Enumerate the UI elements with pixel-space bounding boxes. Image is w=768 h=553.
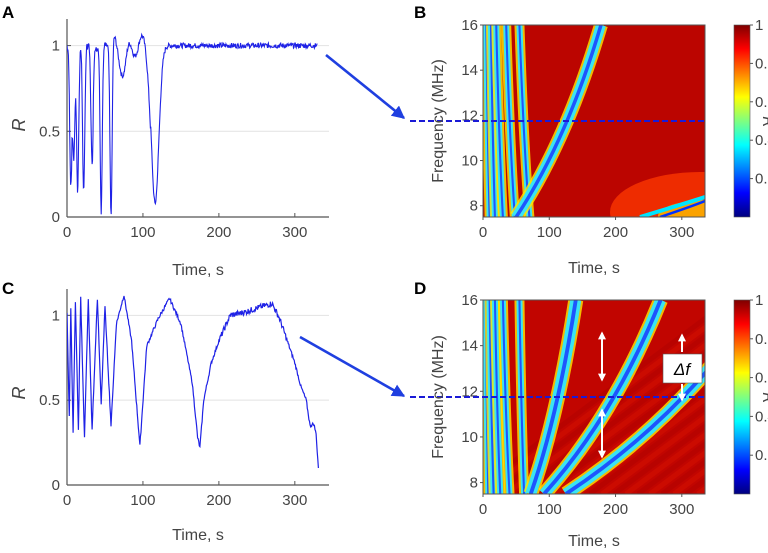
panel-b-track-core-5	[514, 25, 603, 217]
panel-d-fringe-19	[696, 485, 705, 494]
panel-d-fringe-14	[636, 440, 705, 494]
panel-c-grid	[67, 314, 329, 401]
panel-c-y-axis-label: R	[9, 387, 29, 400]
connector-arrow-c-to-d	[299, 335, 406, 398]
panel-a-ytick-1: 0.5	[39, 123, 60, 140]
panel-d-xtick-0: 0	[479, 501, 487, 518]
connector-arrow-a-to-b	[325, 53, 406, 120]
panel-d-track-core-3	[501, 300, 511, 494]
panel-d-xtick-1: 100	[537, 501, 562, 518]
panel-d-delta-f-label: Δf	[673, 360, 692, 379]
panel-a-axes	[66, 19, 329, 218]
panel-d-fringe-12	[612, 422, 705, 494]
panel-c-xtick-3: 300	[282, 492, 307, 509]
panel-c-xtick-1: 100	[130, 492, 155, 509]
panel-d-colorbar-tick-2: 0.6	[755, 370, 768, 387]
panel-d-colorbar-ticks: 0.2 0.4 0.6 0.8 1	[750, 292, 768, 464]
panel-b-colorbar-tick-1: 0.4	[755, 132, 768, 149]
panel-d-fringe-10	[588, 405, 705, 494]
panel-d-xtick-3: 300	[669, 501, 694, 518]
panel-b-track-core-2	[495, 25, 504, 217]
panel-d-track-core-4	[518, 300, 526, 494]
panel-b-xtick-0: 0	[479, 224, 487, 241]
panel-d-fringe-11	[600, 414, 705, 494]
panel-d-resonance-tracks	[483, 300, 705, 494]
panel-b-colorbar-tick-0: 0.2	[755, 171, 768, 188]
panel-b-colorbar-ticks: 0.2 0.4 0.6 0.8 1	[750, 17, 768, 188]
panel-b-colorbar-label: R	[759, 116, 768, 128]
panel-d-ytick-1: 10	[461, 429, 478, 446]
panel-d-ytick-3: 14	[461, 338, 478, 355]
panel-d-colorbar-tick-1: 0.4	[755, 408, 768, 425]
panel-a-ytick-0: 0	[52, 209, 60, 226]
panel-d-ytick-4: 16	[461, 292, 478, 309]
panel-a-ytick-2: 1	[52, 38, 60, 55]
panel-b-xtick-2: 200	[603, 224, 628, 241]
panel-b-xtick-1: 100	[537, 224, 562, 241]
panel-c-axes	[66, 289, 329, 486]
panel-b-track-core-3	[505, 25, 516, 217]
panel-d-delta-f-box	[662, 353, 703, 384]
panel-b-lower-right-band	[639, 195, 705, 217]
panel-a-series-line	[67, 32, 318, 215]
panel-d-colorbar-tick-3: 0.8	[755, 331, 768, 348]
panel-b-colorbar	[733, 24, 751, 218]
panel-d-colorbar	[733, 299, 751, 495]
panel-d-track-core-2	[493, 300, 502, 494]
panel-b-lower-right-band-core	[659, 199, 705, 217]
panel-a-x-axis-label: Time, s	[172, 262, 224, 279]
panel-a-line-chart: 0 0.5 1 0 100 200 300 Time, s R	[9, 19, 329, 279]
panel-a-y-axis-label: R	[9, 119, 29, 132]
panel-b-colorbar-tick-4: 1	[755, 17, 763, 34]
panel-label-b: B	[414, 3, 426, 22]
panel-d-colorbar-label: R	[759, 392, 768, 404]
panel-c-xtick-2: 200	[206, 492, 231, 509]
panel-c-ytick-2: 1	[52, 307, 60, 324]
panel-c-tick-labels: 0 0.5 1 0 100 200 300	[39, 307, 307, 509]
panel-b-ytick-0: 8	[470, 198, 478, 215]
panel-c-xtick-0: 0	[63, 492, 71, 509]
panel-d-y-axis-label: Frequency (MHz)	[430, 335, 447, 459]
panel-label-d: D	[414, 279, 426, 298]
panel-a-xtick-1: 100	[130, 224, 155, 241]
panel-d-colorbar-tick-4: 1	[755, 292, 763, 309]
panel-d-ytick-0: 8	[470, 475, 478, 492]
panel-d-fringe-15	[648, 449, 705, 494]
panel-d-track-core-6	[542, 300, 663, 494]
panel-b-y-axis-label: Frequency (MHz)	[430, 59, 447, 183]
panel-label-c: C	[2, 279, 14, 298]
panel-d-track-core-7	[564, 370, 705, 494]
panel-d-track-core-5	[528, 300, 578, 494]
panel-b-ytick-1: 10	[461, 153, 478, 170]
panel-label-a: A	[2, 3, 14, 22]
panel-c-series-line	[67, 295, 319, 469]
panel-a-tick-labels: 0 0.5 1 0 100 200 300	[39, 38, 307, 241]
panel-d-colorbar-tick-0: 0.2	[755, 447, 768, 464]
panel-b-track-core-1	[489, 25, 496, 217]
panel-b-colorbar-tick-2: 0.6	[755, 94, 768, 111]
panel-c-x-axis-label: Time, s	[172, 527, 224, 544]
panel-d-x-axis-label: Time, s	[568, 533, 620, 550]
panel-b-resonance-tracks	[483, 25, 608, 217]
panel-c-ytick-1: 0.5	[39, 392, 60, 409]
panel-b-colorbar-tick-3: 0.8	[755, 55, 768, 72]
panel-b-ytick-4: 16	[461, 17, 478, 34]
panel-a-xtick-0: 0	[63, 224, 71, 241]
panel-c-line-chart: 0 0.5 1 0 100 200 300 Time, s R	[9, 289, 329, 544]
panel-d-xtick-2: 200	[603, 501, 628, 518]
panel-c-ytick-0: 0	[52, 477, 60, 494]
panel-a-xtick-3: 300	[282, 224, 307, 241]
panel-a-grid	[67, 45, 329, 132]
panel-b-ytick-3: 14	[461, 62, 478, 79]
panel-d-fringe-13	[624, 431, 705, 494]
panel-b-xtick-3: 300	[669, 224, 694, 241]
panel-b-x-axis-label: Time, s	[568, 260, 620, 277]
panel-d-track-core-1	[488, 300, 495, 494]
panel-a-xtick-2: 200	[206, 224, 231, 241]
